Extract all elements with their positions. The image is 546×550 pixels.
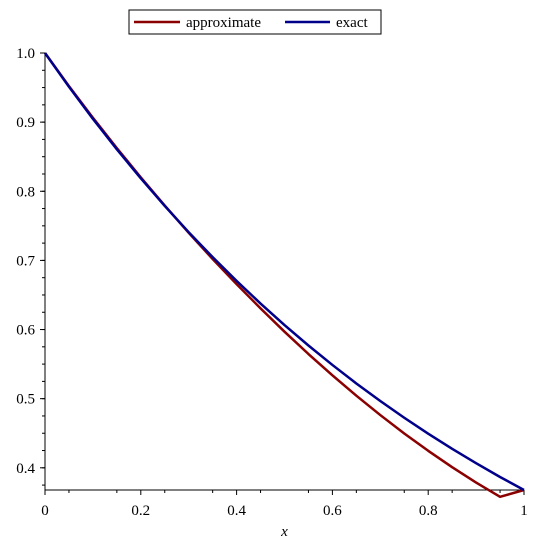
y-tick-label: 1.0: [16, 46, 35, 62]
series-layer: [43, 52, 525, 499]
legend-label-approximate: approximate: [186, 15, 261, 31]
x-tick-label: 1: [520, 503, 528, 519]
x-axis-label: x: [280, 524, 288, 540]
y-tick-label: 0.5: [16, 392, 35, 408]
y-tick-label: 0.6: [16, 323, 35, 339]
x-tick-label: 0.2: [131, 503, 150, 519]
x-tick-label: 0: [41, 503, 49, 519]
x-tick-label: 0.8: [419, 503, 438, 519]
y-tick-label: 0.8: [16, 184, 35, 200]
legend-label-exact: exact: [336, 15, 368, 31]
y-tick-label: 0.7: [16, 253, 35, 269]
legend: approximate exact: [128, 9, 382, 35]
y-tick-label: 0.9: [16, 115, 35, 131]
x-tick-label: 0.6: [323, 503, 342, 519]
axes: 0 0.2 0.4 0.6 0.8 1 0.4 0.5 0.6 0.7 0.8 0.9 1.0 x: [16, 46, 528, 540]
x-tick-label: 0.4: [227, 503, 246, 519]
series-line-exact: [43, 52, 525, 492]
y-tick-label: 0.4: [16, 461, 35, 477]
series-line-approximate: [43, 52, 525, 499]
